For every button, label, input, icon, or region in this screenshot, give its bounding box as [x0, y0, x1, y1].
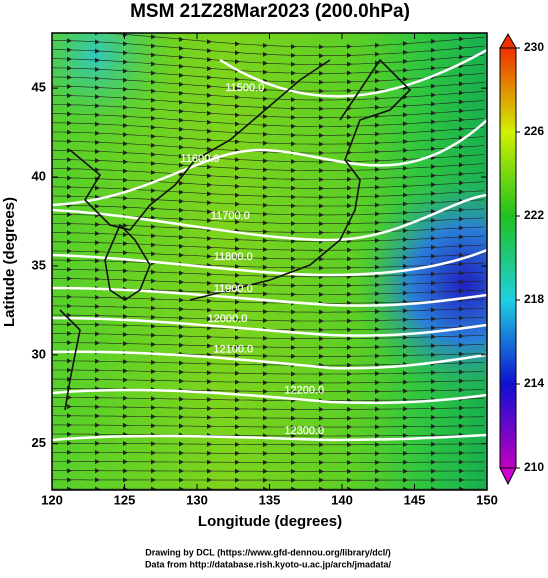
- x-tick-label: 135: [259, 492, 281, 507]
- x-tick-label: 125: [114, 492, 136, 507]
- y-tick-label: 35: [32, 257, 46, 272]
- contour-label: 12000.0: [208, 313, 248, 325]
- y-tick-label: 45: [32, 80, 46, 95]
- colorbar-tick-label: 226: [524, 124, 544, 138]
- colorbar: [500, 48, 516, 468]
- colorbar-tick-label: 218: [524, 292, 544, 306]
- x-tick-label: 145: [404, 492, 426, 507]
- contour-label: 12300.0: [284, 425, 324, 437]
- colorbar-tick-label: 230: [524, 40, 544, 54]
- x-axis-label: Longitude (degrees): [198, 513, 342, 530]
- contour-label: 12100.0: [213, 343, 253, 355]
- x-tick-label: 140: [331, 492, 353, 507]
- colorbar-extend: [500, 34, 516, 48]
- y-tick-label: 40: [32, 168, 46, 183]
- colorbar-tick-label: 210: [524, 460, 544, 474]
- colorbar-tick-label: 214: [524, 376, 544, 390]
- y-axis-label: Latitude (degrees): [1, 197, 18, 327]
- contour-label: 11600.0: [180, 153, 219, 165]
- field: [52, 29, 487, 491]
- colorbar-tick-label: 222: [524, 208, 544, 222]
- contour-label: 11500.0: [225, 82, 264, 94]
- y-tick-label: 25: [32, 435, 46, 450]
- contour-label: 11800.0: [214, 251, 253, 263]
- y-tick-label: 30: [32, 346, 46, 361]
- x-tick-label: 150: [476, 492, 498, 507]
- footer: Drawing by DCL (https://www.gfd-dennou.o…: [145, 547, 391, 557]
- x-tick-label: 130: [186, 492, 208, 507]
- footer: Data from http://database.rish.kyoto-u.a…: [145, 559, 392, 569]
- contour-label: 12200.0: [284, 384, 324, 396]
- contour-label: 11700.0: [211, 210, 250, 222]
- colorbar-extend: [500, 468, 516, 484]
- contour-label: 11900.0: [214, 283, 253, 295]
- title: MSM 21Z28Mar2023 (200.0hPa): [130, 1, 410, 22]
- x-tick-label: 120: [41, 492, 63, 507]
